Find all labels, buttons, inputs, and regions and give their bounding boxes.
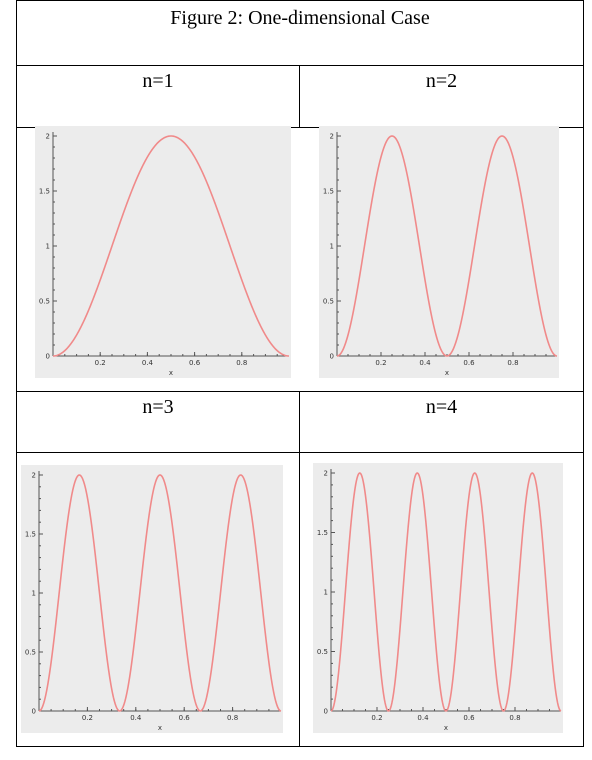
plot-background [319, 126, 559, 378]
x-tick-label: 0.4 [130, 714, 142, 722]
figure-title: Figure 2: One-dimensional Case [170, 7, 430, 29]
plot-n4: 0.2 0.4 0.6 0.8 x 0 0.5 1 1.5 2 [313, 463, 563, 733]
x-tick-label: 0.4 [419, 359, 431, 367]
x-tick-label: 0.8 [507, 359, 518, 367]
plot-n2: 0.2 0.4 0.6 0.8 x 0 0.5 1 1.5 2 [319, 126, 559, 378]
x-tick-label: 0.4 [417, 714, 429, 722]
y-tick-label: 2 [32, 472, 36, 480]
row-divider [17, 391, 583, 392]
y-tick-label: 1 [324, 589, 328, 597]
plot-n4-svg: 0.2 0.4 0.6 0.8 x 0 0.5 1 1.5 2 [313, 463, 563, 733]
series-curve [38, 474, 282, 712]
label-n1: n=1 [142, 70, 174, 92]
plot-n3-svg: 0.2 0.4 0.6 0.8 x 0 0.5 1 1.5 2 [21, 465, 283, 733]
y-tick-label: 1.5 [39, 188, 50, 196]
series-curve [336, 135, 558, 357]
series-curve [330, 472, 562, 712]
series-curve [52, 135, 290, 357]
y-tick-label: 1 [330, 243, 334, 251]
x-tick-label: 0.2 [375, 359, 386, 367]
y-tick-label: 1 [46, 243, 50, 251]
y-tick-label: 0 [324, 708, 328, 716]
y-tick-label: 2 [46, 133, 50, 141]
x-axis-label: x [444, 724, 448, 732]
x-tick-label: 0.6 [463, 359, 475, 367]
y-tick-label: 1.5 [317, 529, 328, 537]
y-tick-label: 0 [46, 353, 50, 361]
y-tick-label: 0.5 [25, 649, 36, 657]
x-tick-label: 0.8 [509, 714, 520, 722]
plot-n2-svg: 0.2 0.4 0.6 0.8 x 0 0.5 1 1.5 2 [319, 126, 559, 378]
x-tick-label: 0.2 [95, 359, 106, 367]
y-tick-label: 0.5 [39, 298, 50, 306]
y-tick-label: 1.5 [25, 531, 36, 539]
x-tick-label: 0.2 [82, 714, 93, 722]
y-tick-label: 1.5 [323, 188, 334, 196]
x-tick-label: 0.6 [463, 714, 475, 722]
plot-background [313, 463, 563, 733]
x-axis-label: x [158, 724, 162, 732]
plot-n3: 0.2 0.4 0.6 0.8 x 0 0.5 1 1.5 2 [21, 465, 283, 733]
row-divider [17, 65, 583, 66]
plot-n1: 0.2 0.4 0.6 0.8 x 0 0.5 1 1.5 2 [35, 126, 291, 378]
y-tick-label: 1 [32, 590, 36, 598]
x-tick-label: 0.8 [227, 714, 238, 722]
y-tick-label: 0 [330, 353, 334, 361]
x-tick-label: 0.6 [179, 714, 191, 722]
plot-background [35, 126, 291, 378]
label-n3: n=3 [142, 396, 174, 418]
x-tick-label: 0.6 [189, 359, 201, 367]
plot-background [21, 465, 283, 733]
y-tick-label: 0.5 [323, 298, 334, 306]
figure-table: Figure 2: One-dimensional Case n=1 n=2 n… [16, 0, 584, 747]
x-tick-label: 0.4 [142, 359, 154, 367]
y-tick-label: 0 [32, 708, 36, 716]
y-tick-label: 2 [330, 133, 334, 141]
column-divider [299, 65, 300, 128]
y-tick-label: 0.5 [317, 648, 328, 656]
plot-n1-svg: 0.2 0.4 0.6 0.8 x 0 0.5 1 1.5 2 [35, 126, 291, 378]
x-axis-label: x [445, 369, 449, 377]
column-divider [299, 391, 300, 746]
x-tick-label: 0.2 [371, 714, 382, 722]
row-divider [17, 127, 583, 128]
row-divider [17, 452, 583, 453]
y-tick-label: 2 [324, 470, 328, 478]
x-axis-label: x [169, 369, 173, 377]
label-n2: n=2 [425, 70, 458, 92]
x-tick-label: 0.8 [236, 359, 247, 367]
label-n4: n=4 [425, 396, 458, 418]
